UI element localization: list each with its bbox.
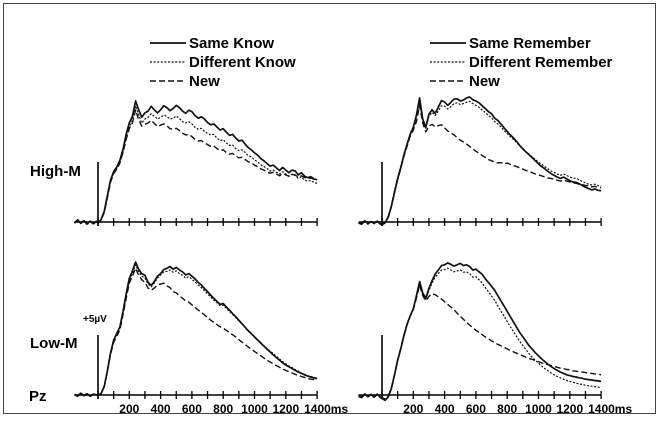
series-line-different-remember (358, 100, 602, 225)
row-label: High-M (30, 163, 81, 180)
legend-label: New (189, 73, 220, 90)
legend-label: Same Remember (469, 35, 591, 52)
series-line-new (74, 267, 318, 397)
legend-label: Same Know (189, 35, 274, 52)
legend-label: Different Remember (469, 54, 613, 71)
series-line-new (358, 284, 602, 400)
x-tick-label: 1200 (272, 402, 299, 416)
legend-right: Same Remember Different Remember New (430, 35, 613, 90)
panel-bottom-left (74, 261, 318, 399)
x-tick-label: 1200 (556, 402, 583, 416)
legend-left: Same Know Different Know New (150, 35, 296, 90)
x-tick-label: 1000 (241, 402, 268, 416)
series-line-new (74, 109, 318, 225)
x-tick-label: 200 (119, 402, 139, 416)
x-tick-label: 400 (435, 402, 455, 416)
electrode-label: Pz (29, 388, 47, 405)
legend-label: New (469, 73, 500, 90)
row-label: Low-M (30, 335, 77, 352)
panel-top-left (73, 100, 318, 226)
x-tick-label: 1000 (525, 402, 552, 416)
x-tick-label: 800 (497, 402, 517, 416)
legend-label: Different Know (189, 54, 296, 71)
x-tick-label: 1400ms (588, 402, 632, 416)
x-tick-label: 400 (151, 402, 171, 416)
panel-bottom-right (358, 262, 602, 402)
x-tick-label: 600 (466, 402, 486, 416)
series-line-new (358, 104, 602, 225)
scale-label: +5µV (83, 314, 107, 325)
series-line-different-know (74, 264, 318, 397)
panel-top-right (358, 96, 602, 226)
x-tick-label: 200 (403, 402, 423, 416)
series-line-same-know (73, 100, 318, 226)
x-tick-label: 800 (213, 402, 233, 416)
x-tick-label: 600 (182, 402, 202, 416)
x-tick-label: 1400ms (304, 402, 348, 416)
series-line-different-know (74, 105, 318, 225)
series-line-different-remember (358, 267, 602, 400)
figure-frame (3, 3, 656, 414)
